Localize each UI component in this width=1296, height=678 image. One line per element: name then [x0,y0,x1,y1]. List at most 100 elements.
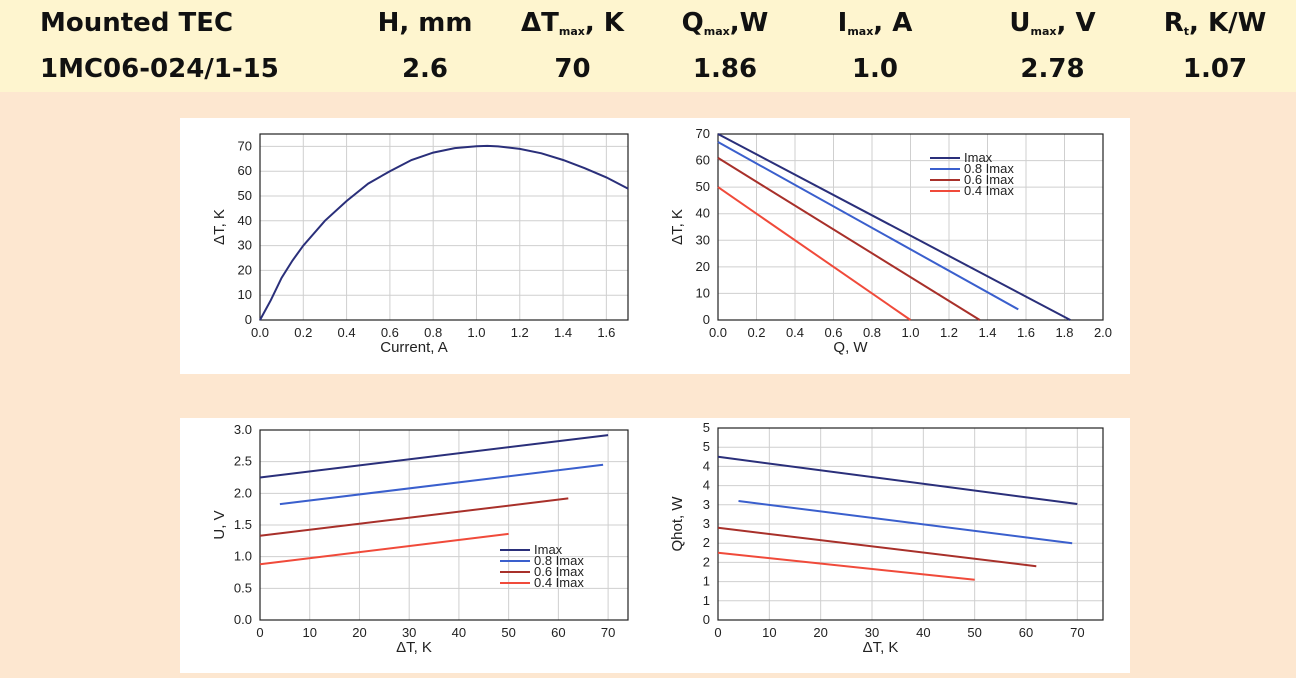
legend-label: 0.6 Imax [964,172,1014,187]
series-line-imax [717,133,1071,321]
x-tick-label: 50 [967,625,981,640]
x-tick-label: 1.2 [940,325,958,340]
x-tick-label: 0.4 [786,325,804,340]
x-tick-label: 1.6 [1017,325,1035,340]
legend-label: 0.8 Imax [964,161,1014,176]
y-tick-label: 4 [703,478,710,493]
plot-frame [259,429,629,621]
x-tick-label: 1.4 [978,325,996,340]
y-tick-label: 0 [703,612,710,627]
series-line-0.6-imax [259,497,569,537]
x-tick-label: 70 [1070,625,1084,640]
series-line-0.6-imax [717,526,1037,568]
y-tick-label: 0 [245,312,252,327]
y-axis-label: Qhot, W [669,496,686,552]
legend-label: 0.4 Imax [534,575,584,590]
value-rt: 1.07 [1182,54,1248,84]
chart-box-dt-vs-q: 0.0 0.2 0.4 0.6 0.8 1.0 1.2 1.4 1.6 1.8 2.0 0 10 20 30… [660,118,1130,374]
series-line-0.8-imax [279,463,604,506]
y-tick-label: 20 [238,262,252,277]
plot-frame [717,427,1104,621]
y-tick-label: 5 [703,439,710,454]
legend-label: Imax [964,150,993,165]
x-tick-label: 1.4 [554,325,572,340]
x-axis-label: Q, W [833,339,868,356]
legend-label: Imax [534,542,563,557]
x-tick-label: 40 [916,625,930,640]
header-height: H, mm [377,8,473,38]
series-line-imax [717,455,1078,505]
x-tick-label: 0.8 [424,325,442,340]
x-tick-label: 1.0 [467,325,485,340]
series-line-0.8-imax [717,141,1019,311]
y-tick-label: 1 [703,593,710,608]
x-tick-label: 60 [1019,625,1033,640]
legend-label: 0.6 Imax [534,564,584,579]
header-rt: Rt, K/W [1163,8,1267,38]
y-tick-label: 5 [703,420,710,435]
x-tick-label: 20 [352,625,366,640]
x-tick-label: 0.6 [381,325,399,340]
x-tick-label: 2.0 [1094,325,1112,340]
header-umax: Umax, V [1009,8,1096,38]
x-tick-label: 1.6 [597,325,615,340]
series-line-0.4-imax [717,551,975,581]
y-tick-label: 1 [703,574,710,589]
y-tick-label: 3.0 [234,422,252,437]
y-tick-label: 10 [238,287,252,302]
spec-header-row: Mounted TEC H, mm ΔTmax, K Qmax,W Imax, … [0,0,1296,46]
value-umax: 2.78 [1020,54,1085,84]
x-axis-label: ΔT, K [863,639,899,656]
x-tick-label: 10 [302,625,316,640]
x-tick-label: 0.2 [747,325,765,340]
x-tick-label: 0.2 [294,325,312,340]
y-tick-label: 2.0 [234,485,252,500]
x-tick-label: 0.8 [863,325,881,340]
y-tick-label: 1.0 [234,549,252,564]
x-tick-label: 30 [865,625,879,640]
y-tick-label: 40 [696,206,710,221]
y-tick-label: 10 [696,285,710,300]
chart-box-dt-vs-current: 0.0 0.2 0.4 0.6 0.8 1.0 1.2 1.4 1.6 0 10 20 30 40 50 60… [180,118,660,374]
legend-label: 0.8 Imax [534,553,584,568]
y-tick-label: 0 [703,312,710,327]
y-tick-label: 50 [696,179,710,194]
header-dtmax: ΔTmax, K [521,8,624,38]
header-model: Mounted TEC [40,8,234,38]
y-tick-label: 2 [703,554,710,569]
y-tick-label: 30 [696,232,710,247]
y-axis-label: ΔT, K [669,209,686,245]
chart-u-vs-dt: 0 10 20 30 40 50 60 70 0.0 0.5 1.0 1.5 2.0 2.5 3.0 ΔT, … [211,422,629,656]
x-tick-label: 0.0 [709,325,727,340]
value-qmax: 1.86 [692,54,758,84]
x-tick-label: 30 [402,625,416,640]
legend-label: 0.4 Imax [964,183,1014,198]
y-tick-label: 0.5 [234,580,252,595]
x-tick-label: 0 [256,625,263,640]
x-tick-label: 0.4 [338,325,356,340]
y-tick-label: 20 [696,259,710,274]
x-tick-label: 0.6 [824,325,842,340]
y-tick-label: 2.5 [234,454,252,469]
x-tick-label: 10 [762,625,776,640]
y-tick-label: 50 [238,188,252,203]
chart-qhot-vs-dt: 0 10 20 30 40 50 60 70 0 1 1 2 2 3 3 4 4 5 5 ΔT, K Qhot, W [669,420,1104,656]
value-imax: 1.0 [851,54,899,84]
spec-table: Mounted TEC H, mm ΔTmax, K Qmax,W Imax, … [0,0,1296,92]
x-tick-label: 1.2 [511,325,529,340]
chart-dt-vs-q: 0.0 0.2 0.4 0.6 0.8 1.0 1.2 1.4 1.6 1.8 2.0 0 10 20 30… [669,126,1112,356]
series-line-0.4-imax [259,532,509,566]
x-axis-label: Current, A [380,339,448,356]
y-axis-label: U, V [211,510,228,539]
y-axis-label: ΔT, K [211,209,228,245]
header-imax: Imax, A [837,8,913,38]
y-tick-label: 40 [238,213,252,228]
x-tick-label: 20 [813,625,827,640]
x-tick-label: 70 [601,625,615,640]
x-tick-label: 1.0 [901,325,919,340]
series-line-0.8-imax [738,500,1073,545]
series-line-0.4-imax [717,186,912,321]
y-tick-label: 1.5 [234,517,252,532]
x-tick-label: 1.8 [1055,325,1073,340]
x-tick-label: 60 [551,625,565,640]
